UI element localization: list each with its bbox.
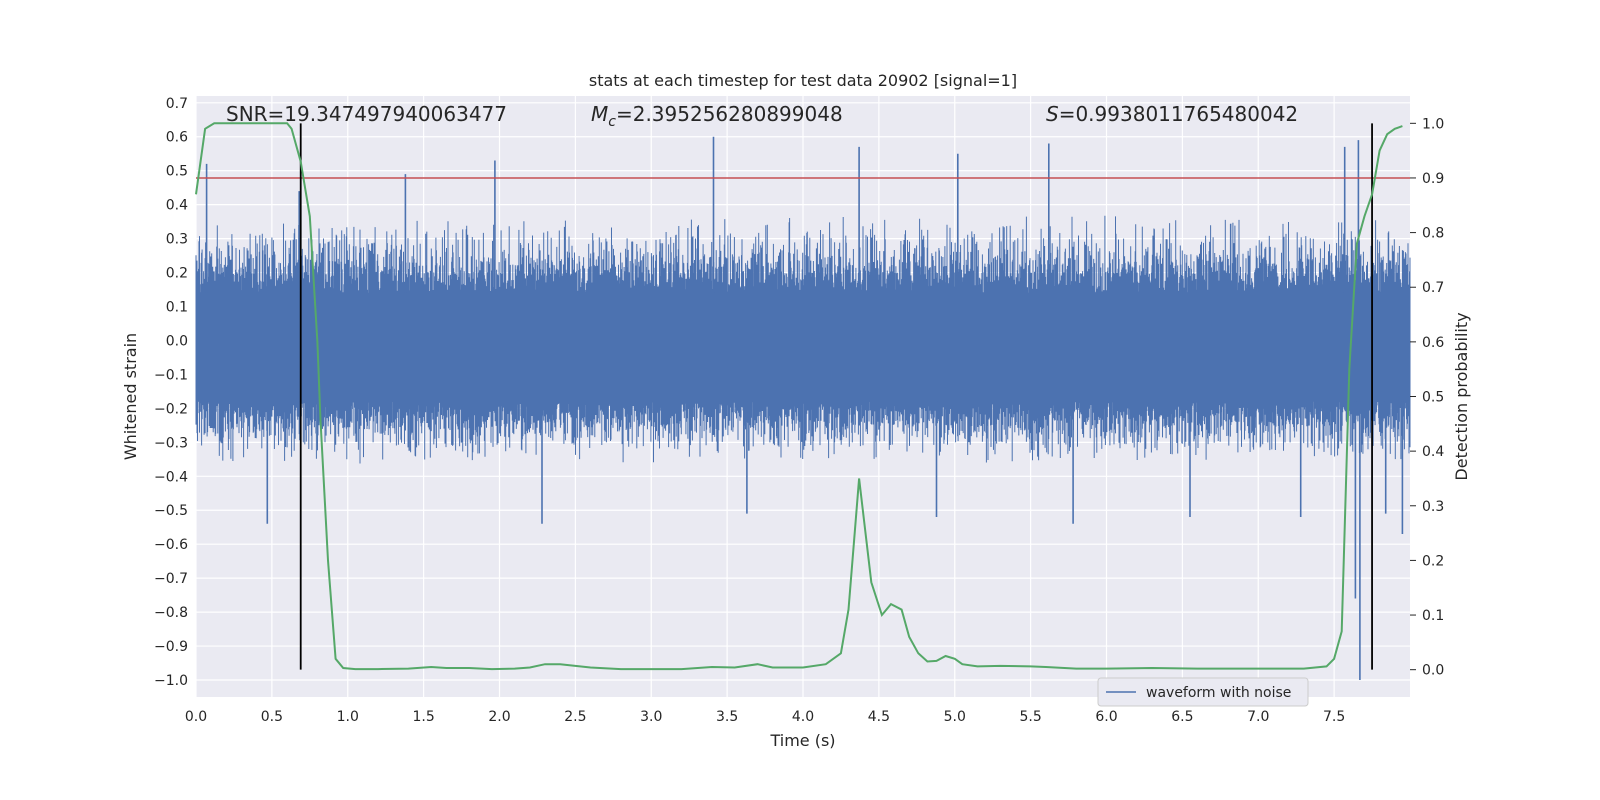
y-left-tick-label: 0.2 — [166, 266, 188, 282]
y-left-tick-label: −0.2 — [154, 401, 188, 417]
y-right-axis-ticks: 1.0 0.9 0.8 0.7 0.6 0.5 0.4 0.3 0.2 0.1 0.0 — [1410, 116, 1444, 679]
y-left-axis-label: Whitened strain — [121, 333, 140, 460]
waveform-series — [195, 136, 1411, 680]
y-left-tick-label: 0.4 — [166, 198, 188, 214]
x-tick-label: 6.5 — [1171, 709, 1193, 725]
y-left-tick-label: 0.0 — [166, 333, 188, 349]
y-left-tick-label: 0.3 — [166, 232, 188, 248]
legend: waveform with noise — [1097, 677, 1309, 707]
y-right-tick-label: 0.6 — [1422, 335, 1444, 351]
y-right-tick-label: 0.1 — [1422, 608, 1444, 624]
y-left-tick-label: −0.4 — [154, 469, 188, 485]
x-tick-label: 1.0 — [337, 709, 359, 725]
x-tick-label: 1.5 — [412, 709, 434, 725]
chirp-mass-subscript: c — [608, 114, 616, 130]
snr-annotation: SNR=19.347497940063477 — [226, 102, 507, 126]
chirp-mass-annotation: Mc=2.395256280899048 — [591, 102, 843, 130]
legend-label-waveform: waveform with noise — [1146, 685, 1291, 701]
y-left-tick-label: 0.1 — [166, 300, 188, 316]
waveform-spikes — [205, 136, 1404, 680]
x-tick-label: 0.5 — [261, 709, 283, 725]
y-right-tick-label: 0.8 — [1422, 226, 1444, 242]
y-left-tick-label: −0.5 — [154, 503, 188, 519]
legend-box — [1097, 677, 1309, 707]
y-right-tick-label: 0.2 — [1422, 553, 1444, 569]
y-left-tick-label: −1.0 — [154, 673, 188, 689]
x-axis-label: Time (s) — [769, 731, 835, 750]
x-tick-label: 6.0 — [1095, 709, 1117, 725]
y-left-tick-label: −0.3 — [154, 435, 188, 451]
x-tick-label: 4.5 — [868, 709, 890, 725]
x-tick-label: 3.0 — [640, 709, 662, 725]
y-right-axis-label: Detection probability — [1452, 312, 1471, 480]
chart-title: stats at each timestep for test data 209… — [589, 71, 1017, 90]
y-right-tick-label: 0.9 — [1422, 171, 1444, 187]
y-right-tick-label: 1.0 — [1422, 116, 1444, 132]
y-right-tick-label: 0.7 — [1422, 280, 1444, 296]
x-tick-label: 0.0 — [185, 709, 207, 725]
y-right-tick-label: 0.3 — [1422, 499, 1444, 515]
y-left-tick-label: −0.8 — [154, 605, 188, 621]
y-left-tick-label: −0.9 — [154, 639, 188, 655]
y-left-tick-label: −0.1 — [154, 367, 188, 383]
chirp-mass-symbol: M — [591, 102, 608, 126]
x-tick-label: 4.0 — [792, 709, 814, 725]
x-tick-label: 5.0 — [944, 709, 966, 725]
x-tick-label: 2.0 — [488, 709, 510, 725]
x-axis-ticks: 0.0 0.5 1.0 1.5 2.0 2.5 3.0 3.5 4.0 4.5 5.0 5.5 6.0 6… — [185, 709, 1345, 725]
x-tick-label: 2.5 — [564, 709, 586, 725]
y-left-tick-label: 0.5 — [166, 164, 188, 180]
probability-line — [195, 122, 1403, 671]
y-right-tick-label: 0.0 — [1422, 663, 1444, 679]
score-value: =0.9938011765480042 — [1059, 102, 1298, 126]
y-left-tick-label: 0.7 — [166, 96, 188, 112]
x-tick-label: 3.5 — [716, 709, 738, 725]
x-tick-label: 7.5 — [1323, 709, 1345, 725]
y-left-tick-label: 0.6 — [166, 130, 188, 146]
score-annotation: S=0.9938011765480042 — [1046, 102, 1298, 126]
score-symbol: S — [1046, 102, 1059, 126]
x-tick-label: 5.5 — [1019, 709, 1041, 725]
y-right-tick-label: 0.5 — [1422, 390, 1444, 406]
chirp-mass-value: =2.395256280899048 — [616, 102, 843, 126]
y-left-tick-label: −0.7 — [154, 571, 188, 587]
waveform-core-band — [196, 292, 1410, 402]
y-left-tick-label: −0.6 — [154, 537, 188, 553]
x-tick-label: 7.0 — [1247, 709, 1269, 725]
probability-series — [195, 122, 1403, 671]
y-right-tick-label: 0.4 — [1422, 444, 1444, 460]
y-left-axis-ticks: 0.7 0.6 0.5 0.4 0.3 0.2 0.1 0.0 −0.1 −0.2 −0.3 −0.4… — [154, 96, 188, 689]
vertical-markers — [299, 123, 1373, 670]
